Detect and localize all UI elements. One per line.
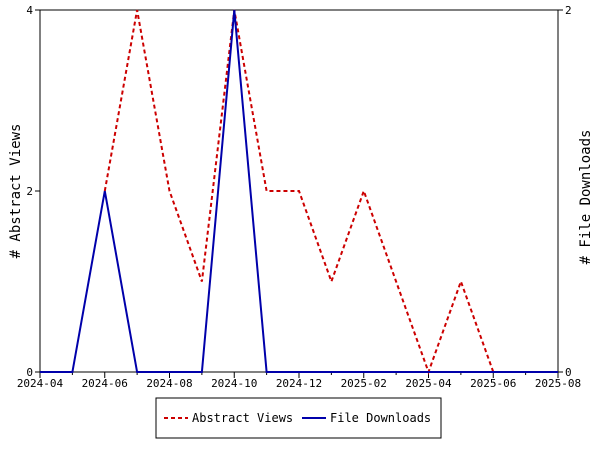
x-tick-label-2025-08: 2025-08 [535, 377, 581, 390]
series-line-file-downloads [40, 9, 558, 373]
y-left-tick-label-0: 0 [26, 366, 33, 379]
y-axis-title-right: # File Downloads [578, 130, 594, 265]
x-tick-label-2024-12: 2024-12 [276, 377, 322, 390]
legend-label-file-downloads: File Downloads [330, 411, 431, 425]
legend: Abstract Views File Downloads [155, 397, 442, 439]
x-tick-label-2024-04: 2024-04 [17, 377, 64, 390]
x-tick-label-2024-10: 2024-10 [211, 377, 257, 390]
y-right-tick-label-2: 2 [565, 4, 572, 17]
legend-label-abstract-views: Abstract Views [192, 411, 293, 425]
x-tick-label-2025-04: 2025-04 [405, 377, 452, 390]
legend-box [155, 397, 442, 439]
x-tick-label-2025-02: 2025-02 [341, 377, 387, 390]
y-axis-title-left: # Abstract Views [8, 124, 24, 259]
y-left-tick-label-2: 2 [26, 185, 33, 198]
x-tick-label-2024-08: 2024-08 [146, 377, 192, 390]
x-tick-label-2025-06: 2025-06 [470, 377, 516, 390]
y-right-tick-label-0: 0 [565, 366, 572, 379]
series-line-abstract-views [103, 9, 495, 375]
x-tick-label-2024-06: 2024-06 [82, 377, 128, 390]
y-left-tick-label-4: 4 [26, 4, 33, 17]
